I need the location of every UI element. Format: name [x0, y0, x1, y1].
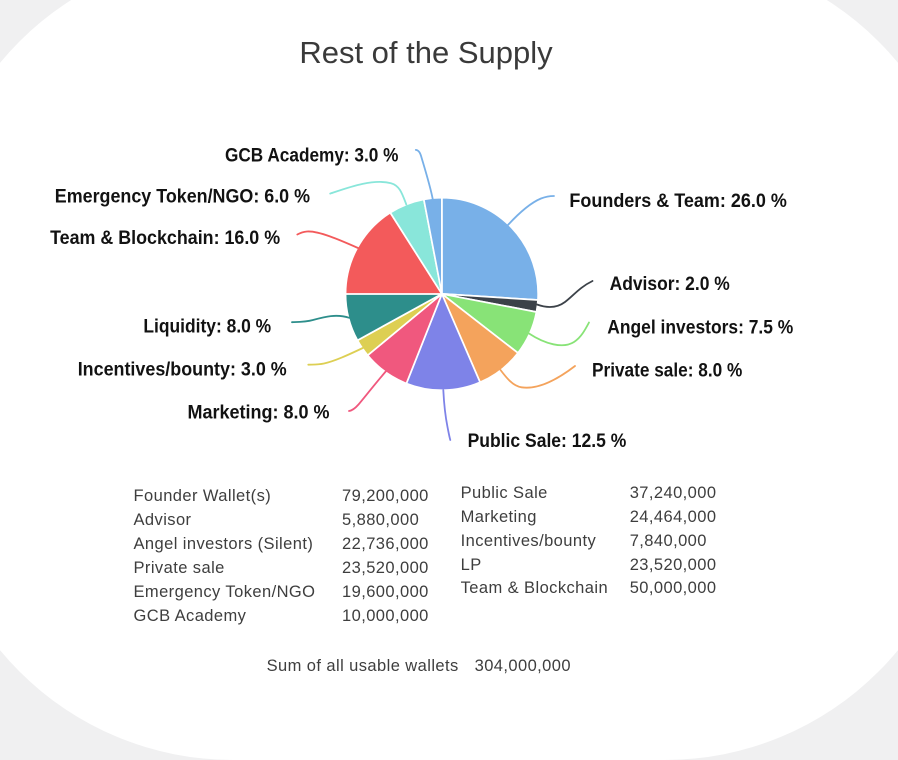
- svg-text:Incentives/bounty: 3.0 %: Incentives/bounty: 3.0 %: [78, 359, 287, 380]
- svg-text:Emergency Token/NGO: 6.0 %: Emergency Token/NGO: 6.0 %: [55, 187, 310, 208]
- svg-text:Advisor: 2.0 %: Advisor: 2.0 %: [610, 274, 730, 295]
- svg-text:Team & Blockchain: 16.0 %: Team & Blockchain: 16.0 %: [50, 228, 280, 249]
- svg-text:Public Sale: 12.5 %: Public Sale: 12.5 %: [468, 431, 627, 452]
- svg-text:Private sale: 8.0 %: Private sale: 8.0 %: [592, 360, 742, 381]
- svg-text:GCB Academy: 3.0 %: GCB Academy: 3.0 %: [225, 146, 398, 167]
- svg-text:Rest of the Supply: Rest of the Supply: [299, 35, 553, 70]
- svg-text:Marketing: 8.0 %: Marketing: 8.0 %: [188, 403, 330, 424]
- svg-text:Liquidity: 8.0 %: Liquidity: 8.0 %: [143, 317, 271, 338]
- svg-text:Angel investors: 7.5 %: Angel investors: 7.5 %: [607, 318, 793, 339]
- svg-text:Founders & Team: 26.0 %: Founders & Team: 26.0 %: [569, 191, 787, 212]
